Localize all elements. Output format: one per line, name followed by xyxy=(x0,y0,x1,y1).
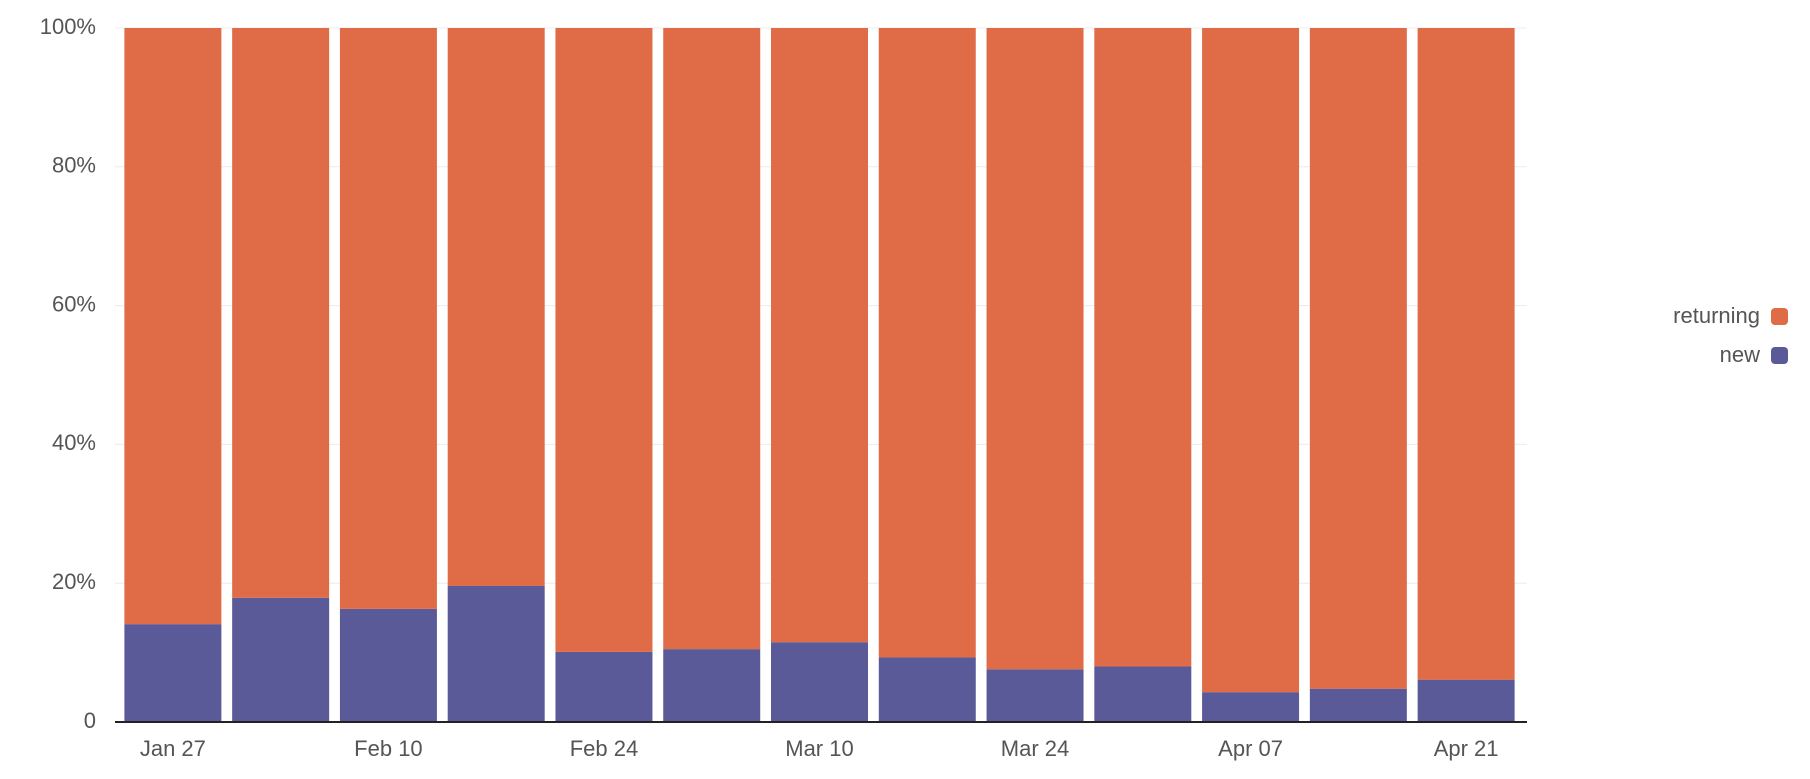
bar-segment xyxy=(555,651,653,722)
x-tick-label: Feb 10 xyxy=(354,736,423,761)
y-tick-label: 20% xyxy=(52,569,96,594)
x-tick-label: Mar 24 xyxy=(1001,736,1069,761)
y-tick-label: 80% xyxy=(52,153,96,178)
x-tick-label: Apr 07 xyxy=(1218,736,1283,761)
bar-segment xyxy=(878,28,976,658)
bar-segment xyxy=(663,28,761,650)
bar-segment xyxy=(339,608,437,722)
bar-segment xyxy=(986,669,1084,722)
bar-segment xyxy=(1309,688,1407,722)
bar-segment xyxy=(986,28,1084,670)
bar-segment xyxy=(771,642,868,722)
legend-swatch xyxy=(1771,308,1788,325)
bar-segment xyxy=(232,28,330,598)
x-tick-label: Jan 27 xyxy=(140,736,206,761)
legend-label: returning xyxy=(1673,303,1760,328)
y-tick-label: 100% xyxy=(40,14,96,39)
bar-segment xyxy=(1417,679,1515,722)
bar-segment xyxy=(447,28,545,586)
legend-swatch xyxy=(1771,347,1788,364)
bar-segment xyxy=(663,649,761,722)
y-tick-label: 40% xyxy=(52,430,96,455)
bar-segment xyxy=(555,28,653,652)
x-tick-label: Feb 24 xyxy=(570,736,639,761)
bar-segment xyxy=(124,28,222,625)
bar-segment xyxy=(1309,28,1407,689)
x-tick-label: Apr 21 xyxy=(1434,736,1499,761)
bar-segment xyxy=(1094,666,1192,722)
bar-segment xyxy=(1202,28,1300,693)
bar-segment xyxy=(1094,28,1192,667)
bar-segment xyxy=(232,597,330,722)
bar-segment xyxy=(124,624,222,722)
bar-segment xyxy=(1202,692,1300,722)
bar-segment xyxy=(878,657,976,722)
bar-segment xyxy=(339,28,437,609)
bar-segment xyxy=(447,585,545,722)
y-tick-label: 60% xyxy=(52,291,96,316)
y-tick-label: 0 xyxy=(84,708,96,733)
bar-segment xyxy=(771,28,868,643)
x-tick-label: Mar 10 xyxy=(785,736,853,761)
bar-segment xyxy=(1417,28,1515,680)
legend-label: new xyxy=(1720,342,1760,367)
